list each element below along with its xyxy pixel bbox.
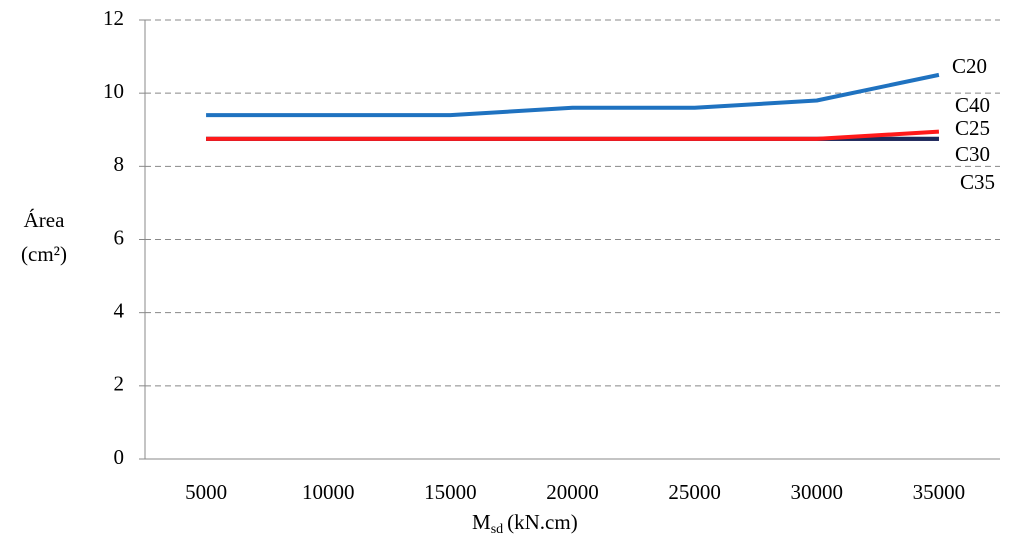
- series-label: C25: [955, 116, 990, 140]
- y-tick-label: 8: [114, 152, 125, 176]
- x-tick-label: 10000: [302, 480, 355, 504]
- series-label: C20: [952, 54, 987, 78]
- x-tick-label: 5000: [185, 480, 227, 504]
- x-axis-label: Msd (kN.cm): [472, 510, 578, 537]
- x-axis-label-sub: sd: [491, 522, 503, 537]
- x-tick-label: 25000: [668, 480, 721, 504]
- y-tick-label: 12: [103, 6, 124, 30]
- x-axis-label-unit: (kN.cm): [507, 510, 578, 534]
- x-tick-label: 20000: [546, 480, 599, 504]
- y-tick-label: 6: [114, 225, 125, 249]
- y-axis-label: Área: [24, 208, 65, 232]
- series-label: C40: [955, 93, 990, 117]
- x-axis-label-main: M: [472, 510, 491, 534]
- series-label: C35: [960, 170, 995, 194]
- y-tick-label: 0: [114, 445, 125, 469]
- line-series: [206, 129, 940, 141]
- y-tick-label: 4: [114, 298, 125, 322]
- line-series: [206, 72, 940, 118]
- x-tick-label: 30000: [791, 480, 844, 504]
- x-tick-label: 35000: [913, 480, 966, 504]
- y-tick-label: 10: [103, 79, 124, 103]
- x-tick-label: 15000: [424, 480, 477, 504]
- y-axis-label: (cm²): [21, 242, 67, 266]
- y-tick-label: 2: [114, 372, 125, 396]
- series-label: C30: [955, 142, 990, 166]
